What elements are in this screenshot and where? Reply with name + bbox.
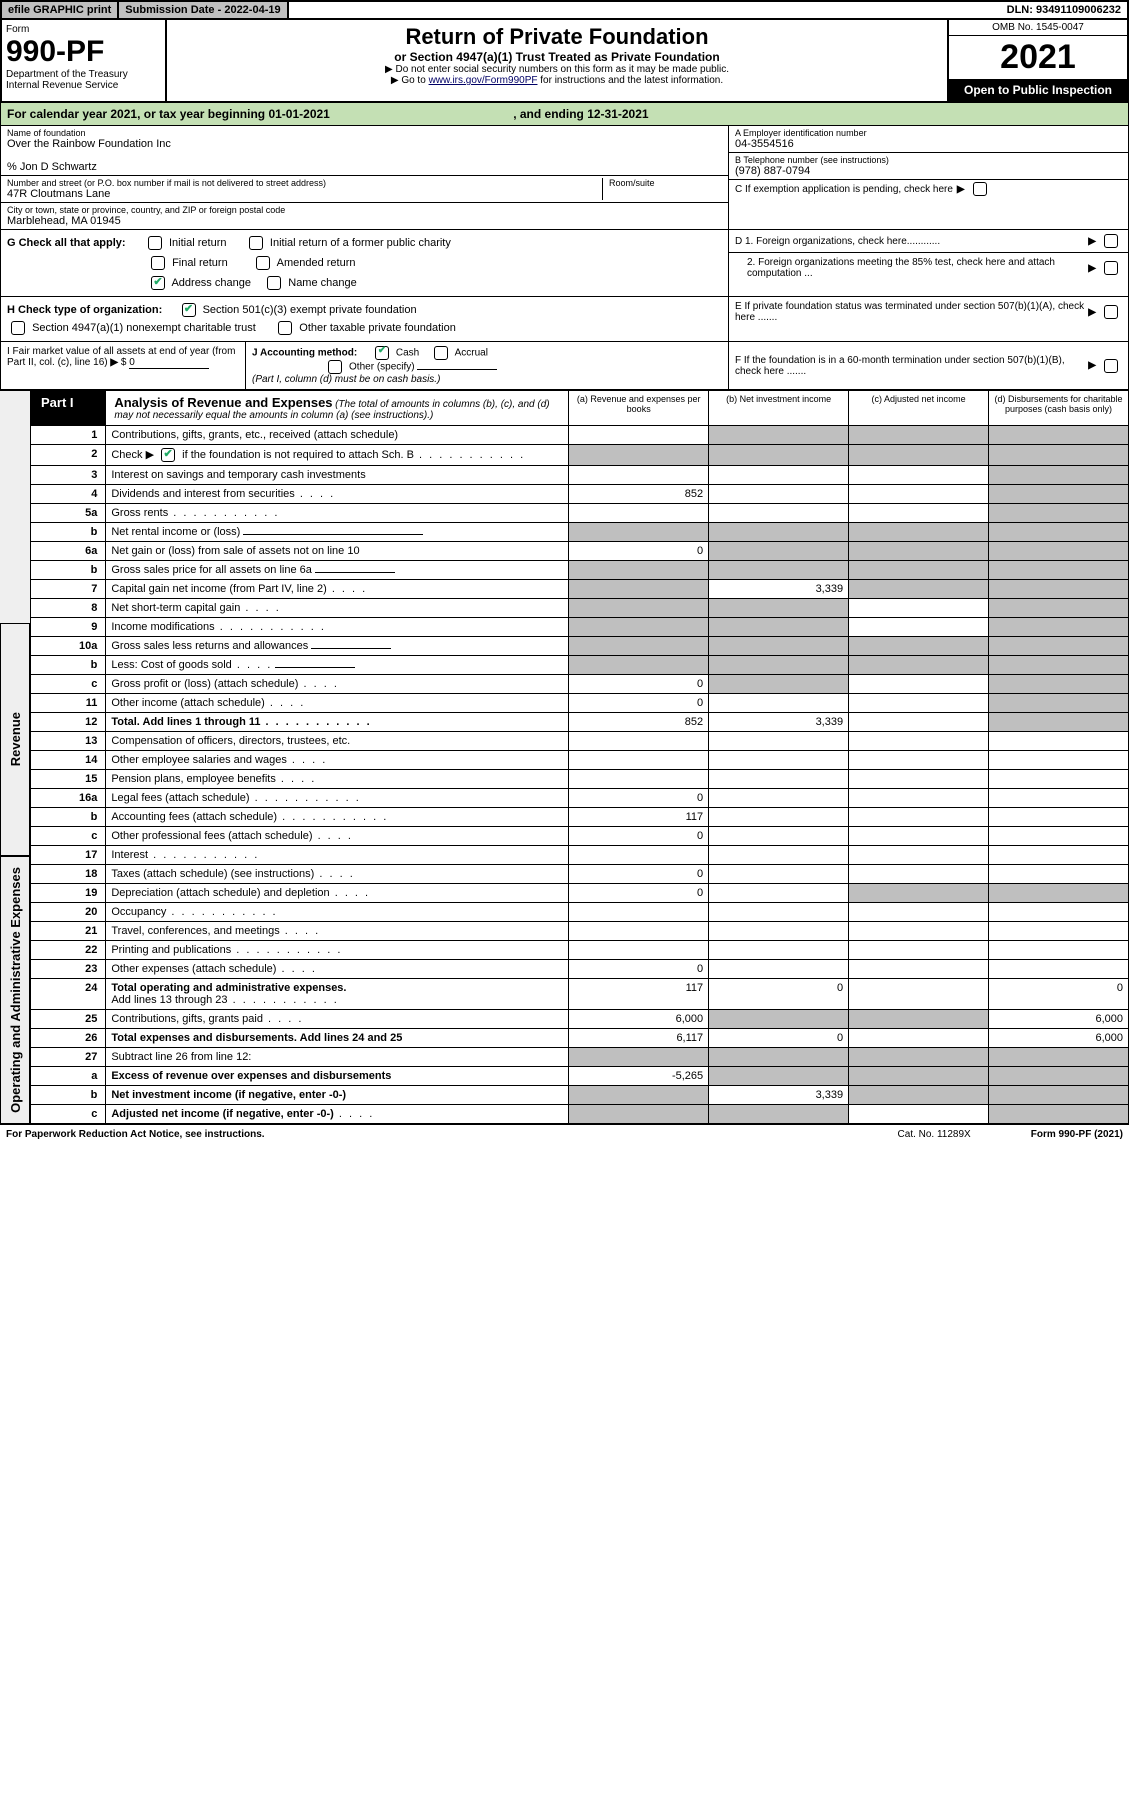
form-header: Form 990-PF Department of the Treasury I…: [0, 20, 1129, 103]
form-title: Return of Private Foundation: [175, 24, 939, 50]
j-label: J Accounting method:: [252, 348, 357, 359]
e-label: E If private foundation status was termi…: [735, 301, 1084, 323]
col-a-header: (a) Revenue and expenses per books: [569, 391, 709, 426]
d1-checkbox[interactable]: [1104, 234, 1118, 248]
arrow-icon: ▶: [1084, 360, 1100, 371]
arrow-icon: ▶: [953, 184, 969, 195]
arrow-icon: ▶: [1084, 236, 1100, 247]
entity-block: Name of foundation Over the Rainbow Foun…: [0, 126, 1129, 230]
phone: (978) 887-0794: [735, 165, 1122, 177]
sch-b-checkbox[interactable]: [161, 448, 175, 462]
submission-date: Submission Date - 2022-04-19: [119, 2, 288, 18]
tax-year: 2021: [949, 36, 1127, 79]
city-label: City or town, state or province, country…: [7, 205, 722, 215]
ein-label: A Employer identification number: [735, 128, 1122, 138]
foundation-name-label: Name of foundation: [7, 128, 722, 138]
room-label: Room/suite: [609, 178, 722, 188]
efile-print-button[interactable]: efile GRAPHIC print: [2, 2, 119, 18]
h-4947-checkbox[interactable]: [11, 321, 25, 335]
form-word: Form: [6, 24, 161, 35]
d1-label: D 1. Foreign organizations, check here..…: [735, 236, 1084, 247]
cat-number: Cat. No. 11289X: [898, 1129, 971, 1140]
part1-table: Part I Analysis of Revenue and Expenses …: [30, 391, 1129, 1124]
irs-link[interactable]: www.irs.gov/Form990PF: [429, 75, 538, 86]
city-state-zip: Marblehead, MA 01945: [7, 215, 722, 227]
h-other-taxable-checkbox[interactable]: [278, 321, 292, 335]
c-label: C If exemption application is pending, c…: [735, 184, 953, 195]
top-bar: efile GRAPHIC print Submission Date - 20…: [0, 0, 1129, 20]
j-note: (Part I, column (d) must be on cash basi…: [252, 374, 440, 385]
part1-wrap: Revenue Operating and Administrative Exp…: [0, 390, 1129, 1124]
page-footer: For Paperwork Reduction Act Notice, see …: [0, 1124, 1129, 1144]
form-number: 990-PF: [6, 35, 161, 69]
address-change-checkbox[interactable]: [151, 276, 165, 290]
h-label: H Check type of organization:: [7, 304, 162, 316]
col-d-header: (d) Disbursements for charitable purpose…: [989, 391, 1129, 426]
address-label: Number and street (or P.O. box number if…: [7, 178, 602, 188]
ein: 04-3554516: [735, 138, 1122, 150]
name-change-checkbox[interactable]: [267, 276, 281, 290]
form-note-1: ▶ Do not enter social security numbers o…: [175, 64, 939, 75]
paperwork-notice: For Paperwork Reduction Act Notice, see …: [6, 1129, 265, 1140]
h-501c3-checkbox[interactable]: [182, 303, 196, 317]
expense-rows: 13Compensation of officers, directors, t…: [31, 732, 1129, 1048]
g-label: G Check all that apply:: [7, 237, 126, 249]
calendar-year-row: For calendar year 2021, or tax year begi…: [0, 103, 1129, 126]
c-checkbox[interactable]: [973, 182, 987, 196]
f-label: F If the foundation is in a 60-month ter…: [735, 355, 1084, 377]
i-value: 0: [129, 357, 209, 369]
f-checkbox[interactable]: [1104, 359, 1118, 373]
e-checkbox[interactable]: [1104, 305, 1118, 319]
arrow-icon: ▶: [1084, 307, 1100, 318]
initial-former-checkbox[interactable]: [249, 236, 263, 250]
open-public-badge: Open to Public Inspection: [949, 79, 1127, 101]
foundation-name: Over the Rainbow Foundation Inc: [7, 138, 722, 150]
form-note-2: ▶ Go to www.irs.gov/Form990PF for instru…: [175, 75, 939, 86]
address: 47R Cloutmans Lane: [7, 188, 602, 200]
care-of: % Jon D Schwartz: [7, 161, 722, 173]
dept-treasury: Department of the Treasury: [6, 69, 161, 80]
omb-number: OMB No. 1545-0047: [949, 20, 1127, 36]
d2-label: 2. Foreign organizations meeting the 85%…: [735, 257, 1084, 279]
form-subtitle: or Section 4947(a)(1) Trust Treated as P…: [175, 50, 939, 64]
j-accrual-checkbox[interactable]: [434, 346, 448, 360]
ijf-row: I Fair market value of all assets at end…: [0, 342, 1129, 390]
part1-badge: Part I: [31, 391, 106, 426]
part1-title: Analysis of Revenue and Expenses: [114, 395, 332, 410]
irs-label: Internal Revenue Service: [6, 80, 161, 91]
amended-return-checkbox[interactable]: [256, 256, 270, 270]
expenses-side-label: Operating and Administrative Expenses: [4, 857, 27, 1123]
dln: DLN: 93491109006232: [1001, 2, 1127, 18]
form-ref: Form 990-PF (2021): [1031, 1129, 1123, 1140]
final-return-checkbox[interactable]: [151, 256, 165, 270]
col-c-header: (c) Adjusted net income: [849, 391, 989, 426]
revenue-rows: 1Contributions, gifts, grants, etc., rec…: [31, 426, 1129, 732]
revenue-side-label: Revenue: [4, 702, 27, 776]
check-block-gd: G Check all that apply: Initial return I…: [0, 230, 1129, 297]
j-other-checkbox[interactable]: [328, 360, 342, 374]
j-cash-checkbox[interactable]: [375, 346, 389, 360]
arrow-icon: ▶: [1084, 263, 1100, 274]
d2-checkbox[interactable]: [1104, 261, 1118, 275]
check-block-he: H Check type of organization: Section 50…: [0, 297, 1129, 342]
col-b-header: (b) Net investment income: [709, 391, 849, 426]
phone-label: B Telephone number (see instructions): [735, 155, 1122, 165]
initial-return-checkbox[interactable]: [148, 236, 162, 250]
